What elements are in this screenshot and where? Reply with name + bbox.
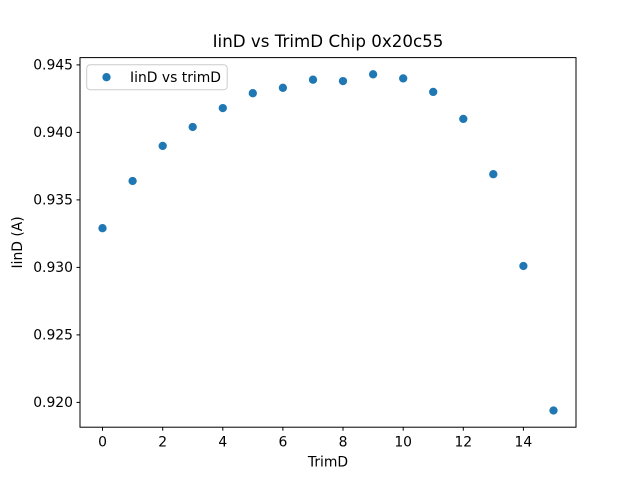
scatter-point (308, 75, 318, 84)
scatter-point (248, 89, 257, 98)
y-tick-label: 0.930 (33, 260, 73, 276)
scatter-point (549, 406, 558, 415)
scatter-point (158, 141, 167, 151)
y-axis-label: IinD (A) (10, 216, 26, 268)
scatter-point (338, 76, 348, 86)
scatter-point (399, 74, 408, 83)
scatter-point (218, 103, 227, 113)
x-tick-label: 2 (158, 435, 167, 451)
scatter-point (98, 224, 107, 233)
scatter-point (278, 83, 288, 92)
y-tick-label: 0.925 (33, 328, 73, 344)
x-tick-label: 4 (218, 435, 227, 451)
chart-title: IinD vs TrimD Chip 0x20c55 (213, 31, 444, 51)
scatter-point (368, 70, 378, 79)
axes-spines (79, 57, 577, 428)
scatter-point (459, 114, 468, 124)
y-tick-label: 0.920 (33, 395, 73, 411)
scatter-point (188, 122, 197, 132)
x-tick-label: 10 (394, 435, 412, 451)
plot-area: 0 2 4 6 8 10 12 14 0.920 0.925 0.930 0.935 0.940 0.94… (33, 57, 577, 451)
x-tick-label: 8 (339, 435, 348, 451)
legend-box (86, 64, 228, 91)
x-tick-label: 14 (515, 435, 533, 451)
y-tick-label: 0.935 (33, 193, 73, 209)
y-tick-label: 0.945 (33, 58, 73, 74)
x-tick-label: 0 (98, 435, 107, 451)
legend: IinD vs trimD (86, 64, 228, 91)
y-tick-label: 0.940 (33, 125, 73, 141)
x-tick-label: 6 (278, 435, 287, 451)
scatter-point (489, 170, 498, 179)
x-tick-label: 12 (454, 435, 472, 451)
legend-label: IinD vs trimD (130, 70, 221, 86)
legend-marker-icon (102, 73, 111, 82)
scatter-point (429, 87, 438, 97)
scatter-point (128, 176, 137, 186)
x-axis-label: TrimD (307, 455, 348, 471)
scatter-point (519, 261, 528, 271)
